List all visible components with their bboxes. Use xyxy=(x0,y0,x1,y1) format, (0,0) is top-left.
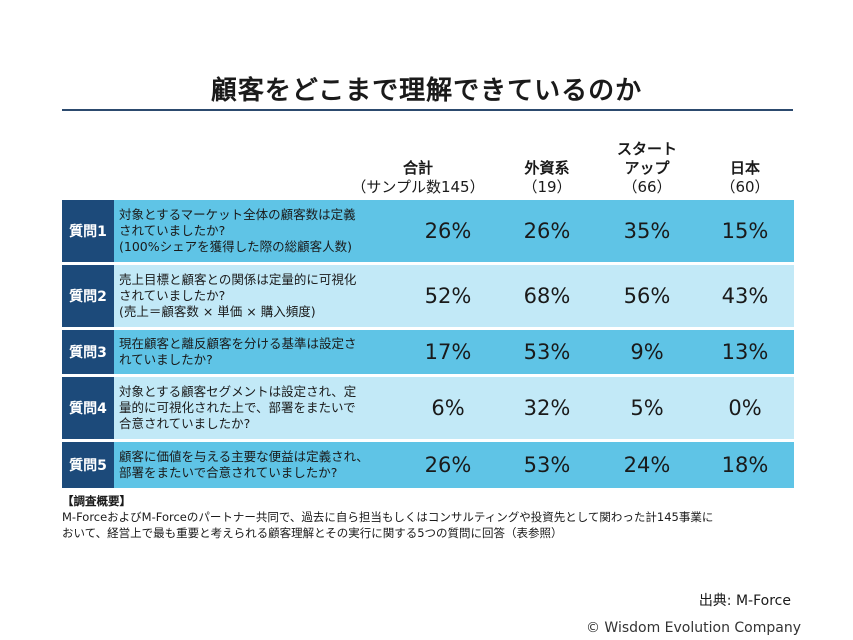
value-cell: 5% xyxy=(630,396,664,420)
value-cell: 68% xyxy=(523,284,571,308)
column-header-name: スタート アップ xyxy=(616,140,677,177)
row-label: 質問1 xyxy=(62,200,114,262)
copyright-notice: © Wisdom Evolution Company xyxy=(585,620,801,636)
value-cell: 15% xyxy=(721,219,769,243)
value-cell: 6% xyxy=(431,396,465,420)
source-credit: 出典: M-Force xyxy=(698,593,791,609)
value-cell: 53% xyxy=(523,340,571,364)
value-cell: 24% xyxy=(623,453,671,477)
column-header-3: スタート アップ （66） xyxy=(597,140,697,197)
row-label: 質問3 xyxy=(62,330,114,374)
column-header-name: 外資系 xyxy=(524,159,570,177)
value-cell: 26% xyxy=(424,453,472,477)
column-header-name: 日本 xyxy=(729,159,760,177)
row-question: 対象とする顧客セグメントは設定され、定 量的に可視化された上で、部署をまたいで … xyxy=(119,384,357,431)
survey-table: 質問1 対象とするマーケット全体の顧客数は定義 されていましたか? (100%シェ… xyxy=(62,200,794,488)
column-header-sample: （66） xyxy=(622,178,672,196)
row-question: 現在顧客と離反顧客を分ける基準は設定さ れていましたか? xyxy=(119,336,357,367)
notes-text: M-ForceおよびM-Forceのパートナー共同で、過去に自ら担当もしくはコン… xyxy=(62,510,714,540)
value-cell: 35% xyxy=(623,219,671,243)
column-header-1: 合計 （サンプル数145） xyxy=(343,159,493,197)
row-question: 売上目標と顧客との関係は定量的に可視化 されていましたか? (売上＝顧客数 × … xyxy=(119,272,357,319)
page-title: 顧客をどこまで理解できているのか xyxy=(210,76,643,106)
value-cell: 18% xyxy=(721,453,769,477)
value-cell: 26% xyxy=(523,219,571,243)
column-header-name: 合計 xyxy=(402,159,433,177)
value-cell: 43% xyxy=(721,284,769,308)
table-row: 質問5 顧客に価値を与える主要な便益は定義され、 部署をまたいで合意されていました… xyxy=(62,442,794,488)
column-header-2: 外資系 （19） xyxy=(497,159,597,197)
row-question: 対象とするマーケット全体の顧客数は定義 されていましたか? (100%シェアを獲… xyxy=(119,207,356,254)
value-cell: 17% xyxy=(424,340,472,364)
table-row: 質問4 対象とする顧客セグメントは設定され、定 量的に可視化された上で、部署をまた… xyxy=(62,377,794,439)
row-label: 質問2 xyxy=(62,265,114,327)
row-label: 質問4 xyxy=(62,377,114,439)
value-cell: 26% xyxy=(424,219,472,243)
survey-notes: 【調査概要】 M-ForceおよびM-Forceのパートナー共同で、過去に自ら担… xyxy=(62,493,802,541)
row-question: 顧客に価値を与える主要な便益は定義され、 部署をまたいで合意されていましたか? xyxy=(119,449,369,480)
column-header-sample: （サンプル数145） xyxy=(351,178,485,196)
table-row: 質問2 売上目標と顧客との関係は定量的に可視化 されていましたか? (売上＝顧客数… xyxy=(62,265,794,327)
column-header-sample: （19） xyxy=(522,178,572,196)
value-cell: 13% xyxy=(721,340,769,364)
value-cell: 52% xyxy=(424,284,472,308)
value-cell: 53% xyxy=(523,453,571,477)
value-cell: 56% xyxy=(623,284,671,308)
value-cell: 9% xyxy=(630,340,664,364)
value-cell: 32% xyxy=(523,396,571,420)
title-divider xyxy=(62,109,793,111)
notes-heading: 【調査概要】 xyxy=(62,494,131,508)
value-cell: 0% xyxy=(728,396,762,420)
column-header-sample: （60） xyxy=(720,178,770,196)
row-label: 質問5 xyxy=(62,442,114,488)
column-header-4: 日本 （60） xyxy=(695,159,795,197)
table-row: 質問1 対象とするマーケット全体の顧客数は定義 されていましたか? (100%シェ… xyxy=(62,200,794,262)
table-row: 質問3 現在顧客と離反顧客を分ける基準は設定さ れていましたか? 17% 53% 9% 1… xyxy=(62,330,794,374)
